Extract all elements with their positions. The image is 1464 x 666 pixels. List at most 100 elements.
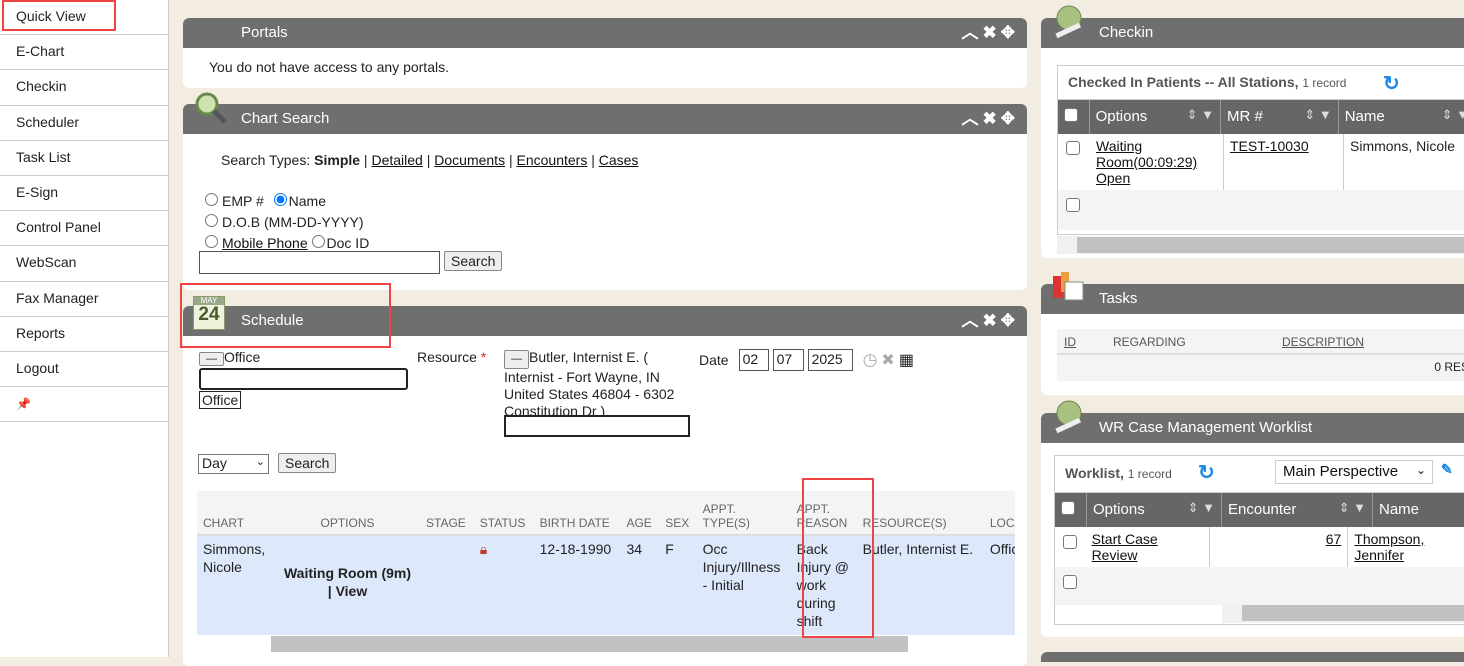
search-types: Search Types: Simple | Detailed | Docume… bbox=[221, 152, 638, 168]
sidebar-item-logout[interactable]: Logout bbox=[0, 352, 168, 387]
col-sex: SEX bbox=[659, 491, 696, 535]
sidebar-item-webscan[interactable]: WebScan bbox=[0, 246, 168, 281]
perspective-select[interactable]: Main Perspective⌄ bbox=[1275, 460, 1433, 484]
office-input[interactable] bbox=[199, 368, 408, 390]
search-type-simple[interactable]: Simple bbox=[314, 152, 360, 168]
col-resource: RESOURCE(S) bbox=[857, 491, 984, 535]
mr-link[interactable]: TEST-10030 bbox=[1230, 138, 1309, 154]
chart-search-button[interactable]: Search bbox=[444, 251, 502, 271]
checkin-panel: Checkin Checked In Patients -- All Stati… bbox=[1041, 18, 1464, 258]
encounter-link[interactable]: 67 bbox=[1326, 531, 1342, 547]
table-row[interactable]: Waiting Room(00:09:29) Open TEST-10030 S… bbox=[1058, 134, 1464, 190]
sidebar-item-e-chart[interactable]: E-Chart bbox=[0, 35, 168, 70]
sidebar-item-task-list[interactable]: Task List bbox=[0, 141, 168, 176]
close-icon[interactable]: ✖ bbox=[983, 311, 1001, 330]
chevron-down-icon: ⌄ bbox=[256, 455, 265, 473]
start-case-review-link[interactable]: Start Case Review bbox=[1092, 531, 1158, 563]
col-birth-date: BIRTH DATE bbox=[534, 491, 621, 535]
sidebar-item-control-panel[interactable]: Control Panel bbox=[0, 211, 168, 246]
chart-search-input[interactable] bbox=[199, 251, 440, 274]
clear-icon[interactable]: ✖ bbox=[881, 350, 894, 370]
emp-radio[interactable] bbox=[205, 193, 218, 206]
portals-message: You do not have access to any portals. bbox=[183, 48, 1027, 86]
close-icon[interactable]: ✖ bbox=[983, 109, 1001, 128]
row-checkbox[interactable] bbox=[1063, 575, 1077, 589]
resource-input[interactable] bbox=[504, 415, 690, 437]
sort-filter-icon[interactable]: ⇕ ▼ bbox=[1188, 500, 1215, 516]
patient-name-link[interactable]: Thompson, Jennifer bbox=[1354, 531, 1424, 563]
calendar-picker-icon[interactable]: ▦ bbox=[899, 350, 914, 370]
mobile-phone-link[interactable]: Mobile Phone bbox=[222, 235, 308, 251]
col-chart[interactable]: CHART bbox=[197, 491, 275, 535]
move-icon[interactable]: ✥ bbox=[1001, 23, 1019, 42]
chart-search-header: Chart Search ︿✖✥ bbox=[183, 104, 1027, 134]
sidebar-item-scheduler[interactable]: Scheduler bbox=[0, 106, 168, 141]
search-type-detailed[interactable]: Detailed bbox=[371, 152, 422, 168]
select-all-checkbox[interactable] bbox=[1061, 501, 1075, 515]
refresh-icon[interactable]: ↻ bbox=[1383, 71, 1400, 96]
highlight-appt-reason bbox=[802, 478, 874, 638]
collapse-icon[interactable]: ︿ bbox=[962, 23, 983, 42]
horizontal-scrollbar[interactable] bbox=[1057, 236, 1464, 254]
col-location: LOCAT bbox=[984, 491, 1015, 535]
refresh-icon[interactable]: ↻ bbox=[1198, 460, 1215, 485]
office-toggle-button[interactable]: — bbox=[199, 352, 224, 366]
sidebar-item-e-sign[interactable]: E-Sign bbox=[0, 176, 168, 211]
col-description[interactable]: DESCRIPTION bbox=[1282, 335, 1364, 349]
doc-id-radio[interactable] bbox=[312, 235, 325, 248]
highlight-schedule bbox=[180, 283, 391, 348]
row-checkbox[interactable] bbox=[1063, 535, 1077, 549]
tasks-chart-icon bbox=[1051, 270, 1087, 306]
mobile-phone-radio[interactable] bbox=[205, 235, 218, 248]
horizontal-scrollbar[interactable] bbox=[1222, 605, 1464, 623]
sort-filter-icon[interactable]: ⇕ ▼ bbox=[1442, 107, 1464, 123]
resource-toggle-button[interactable]: — bbox=[504, 350, 529, 369]
col-regarding: REGARDING bbox=[1113, 335, 1186, 349]
sort-filter-icon[interactable]: ⇕ ▼ bbox=[1187, 107, 1214, 123]
row-checkbox[interactable] bbox=[1066, 141, 1080, 155]
table-row[interactable]: Simmons, Nicole Waiting Room (9m)| View … bbox=[197, 535, 1015, 635]
sidebar-item-reports[interactable]: Reports bbox=[0, 317, 168, 352]
schedule-grid: CHART OPTIONS STAGE STATUS BIRTH DATE AG… bbox=[197, 491, 1015, 661]
resource-value: Butler, Internist E. ( Internist - Fort … bbox=[504, 349, 674, 419]
select-all-checkbox[interactable] bbox=[1064, 108, 1078, 122]
magnifier-icon bbox=[193, 90, 229, 126]
move-icon[interactable]: ✥ bbox=[1001, 311, 1019, 330]
pencil-icon[interactable]: ✎ bbox=[1441, 461, 1453, 478]
col-age: AGE bbox=[620, 491, 659, 535]
clock-icon[interactable]: ◷ bbox=[863, 350, 878, 370]
pin-button[interactable]: 📌 bbox=[0, 387, 168, 422]
search-type-cases[interactable]: Cases bbox=[599, 152, 639, 168]
next-panel-header bbox=[1041, 652, 1464, 662]
waiting-room-option[interactable]: Waiting Room (9m) bbox=[284, 565, 411, 581]
date-month-input[interactable]: 02 bbox=[739, 349, 769, 371]
horizontal-scrollbar[interactable] bbox=[197, 635, 1015, 653]
close-icon[interactable]: ✖ bbox=[983, 23, 1001, 42]
schedule-panel: MAY 24 Schedule ︿✖✥ —Office Office Resou… bbox=[183, 306, 1027, 666]
name-radio[interactable] bbox=[274, 193, 287, 206]
collapse-icon[interactable]: ︿ bbox=[962, 311, 983, 330]
lock-icon: 🔒︎ bbox=[480, 541, 487, 557]
office-tag[interactable]: Office bbox=[199, 391, 241, 409]
table-row[interactable]: Start Case Review 67 Thompson, Jennifer bbox=[1055, 527, 1464, 567]
date-day-input[interactable]: 07 bbox=[773, 349, 804, 371]
stethoscope-icon bbox=[1051, 4, 1087, 40]
dob-radio[interactable] bbox=[205, 214, 218, 227]
search-type-encounters[interactable]: Encounters bbox=[517, 152, 588, 168]
move-icon[interactable]: ✥ bbox=[1001, 109, 1019, 128]
row-checkbox[interactable] bbox=[1066, 198, 1080, 212]
collapse-icon[interactable]: ︿ bbox=[962, 109, 983, 128]
worklist-grid-header: Options⇕ ▼ Encounter⇕ ▼ Name bbox=[1055, 493, 1464, 527]
sort-filter-icon[interactable]: ⇕ ▼ bbox=[1304, 107, 1331, 123]
sidebar-item-fax-manager[interactable]: Fax Manager bbox=[0, 282, 168, 317]
view-select[interactable]: Day⌄ bbox=[198, 454, 269, 474]
view-link[interactable]: | View bbox=[328, 583, 367, 599]
sidebar-item-checkin[interactable]: Checkin bbox=[0, 70, 168, 105]
schedule-search-button[interactable]: Search bbox=[278, 453, 336, 473]
waiting-room-link[interactable]: Waiting Room(00:09:29) Open bbox=[1096, 138, 1197, 186]
date-year-input[interactable]: 2025 bbox=[808, 349, 853, 371]
sort-filter-icon[interactable]: ⇕ ▼ bbox=[1339, 500, 1366, 516]
search-type-documents[interactable]: Documents bbox=[434, 152, 505, 168]
col-status: STATUS bbox=[474, 491, 534, 535]
col-id[interactable]: ID bbox=[1064, 335, 1076, 349]
